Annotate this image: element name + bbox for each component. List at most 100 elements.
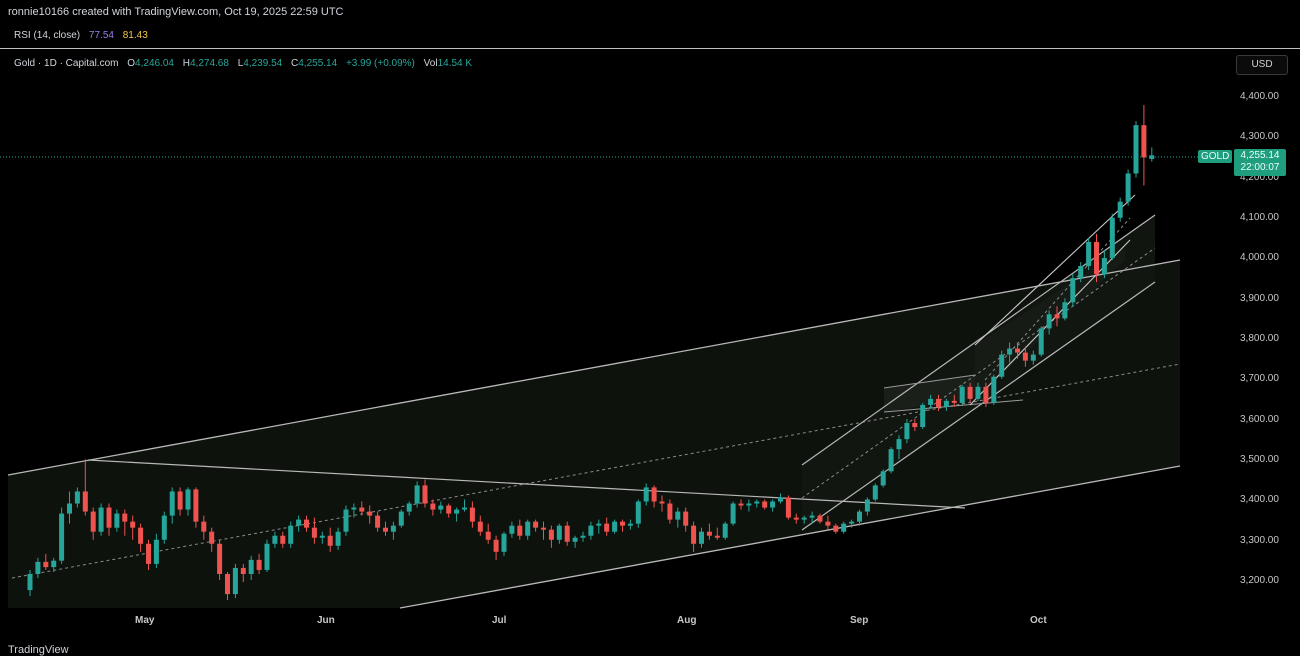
candle-up[interactable] (1125, 173, 1131, 202)
candle-down[interactable] (1054, 314, 1060, 319)
candle-down[interactable] (256, 559, 262, 570)
candle-down[interactable] (936, 398, 941, 407)
candle-down[interactable] (422, 485, 428, 504)
candle-up[interactable] (454, 509, 460, 514)
candle-down[interactable] (359, 507, 365, 512)
candle-down[interactable] (714, 535, 720, 538)
candle-up[interactable] (864, 499, 870, 512)
candle-down[interactable] (1141, 125, 1147, 158)
candle-up[interactable] (1149, 155, 1155, 159)
candle-up[interactable] (904, 423, 910, 440)
candle-up[interactable] (51, 560, 57, 568)
candle-up[interactable] (27, 573, 33, 591)
candle-up[interactable] (612, 521, 618, 532)
candle-down[interactable] (548, 529, 554, 540)
candle-up[interactable] (1109, 217, 1115, 258)
candle-down[interactable] (683, 511, 689, 526)
candle-down[interactable] (209, 531, 215, 544)
candle-down[interactable] (375, 515, 381, 528)
candle-up[interactable] (335, 531, 341, 546)
candle-down[interactable] (912, 423, 918, 428)
candle-up[interactable] (114, 513, 120, 528)
candle-up[interactable] (351, 507, 357, 510)
candle-up[interactable] (153, 539, 159, 564)
candle-up[interactable] (1117, 201, 1123, 218)
steep-lower-line[interactable] (801, 281, 1156, 531)
candle-up[interactable] (35, 561, 41, 574)
candle-up[interactable] (572, 537, 578, 542)
candle-down[interactable] (541, 527, 546, 530)
candle-down[interactable] (240, 567, 246, 574)
candle-down[interactable] (311, 527, 317, 538)
candle-up[interactable] (999, 354, 1005, 377)
candle-down[interactable] (217, 543, 223, 574)
candle-up[interactable] (920, 404, 926, 428)
candle-down[interactable] (106, 507, 112, 528)
candle-up[interactable] (59, 513, 65, 561)
flag-lower-line[interactable] (883, 399, 1024, 413)
candle-up[interactable] (74, 491, 80, 504)
candle-down[interactable] (446, 505, 452, 514)
candle-up[interactable] (398, 511, 404, 526)
candle-up[interactable] (1007, 348, 1013, 355)
candle-up[interactable] (264, 543, 270, 570)
candle-up[interactable] (462, 507, 467, 510)
candle-up[interactable] (1070, 278, 1076, 303)
candle-up[interactable] (1133, 125, 1139, 174)
candle-down[interactable] (738, 503, 744, 506)
candle-down[interactable] (280, 535, 286, 544)
candle-down[interactable] (517, 525, 523, 536)
candle-down[interactable] (122, 513, 128, 522)
candle-down[interactable] (201, 521, 207, 532)
candle-up[interactable] (1038, 328, 1044, 355)
candle-down[interactable] (138, 527, 144, 544)
candle-up[interactable] (596, 523, 602, 526)
candle-down[interactable] (367, 511, 373, 516)
candle-down[interactable] (825, 521, 831, 526)
candle-down[interactable] (43, 561, 49, 568)
candle-up[interactable] (730, 503, 736, 524)
candle-up[interactable] (288, 525, 294, 544)
candle-up[interactable] (414, 485, 420, 504)
candle-up[interactable] (627, 523, 633, 526)
candle-down[interactable] (833, 525, 839, 532)
candle-up[interactable] (67, 503, 72, 514)
candle-up[interactable] (841, 523, 847, 532)
candle-down[interactable] (82, 491, 88, 512)
rsi-legend[interactable]: RSI (14, close) 77.54 81.43 (14, 30, 148, 41)
candle-down[interactable] (327, 535, 333, 546)
candle-up[interactable] (296, 519, 302, 526)
steep-mid-line[interactable] (801, 247, 1156, 499)
candle-down[interactable] (193, 489, 199, 522)
candle-up[interactable] (778, 497, 783, 502)
candle-up[interactable] (580, 535, 586, 538)
candle-down[interactable] (1022, 352, 1028, 361)
candle-up[interactable] (770, 501, 776, 508)
candle-down[interactable] (383, 527, 388, 532)
candle-down[interactable] (691, 525, 697, 544)
candle-up[interactable] (319, 535, 325, 538)
candle-up[interactable] (1062, 302, 1068, 319)
candle-up[interactable] (928, 398, 934, 405)
candle-up[interactable] (1046, 314, 1052, 329)
candle-down[interactable] (667, 503, 673, 520)
candle-down[interactable] (817, 515, 823, 522)
candle-up[interactable] (872, 485, 878, 500)
candle-up[interactable] (272, 535, 278, 544)
candle-down[interactable] (785, 497, 791, 518)
candle-down[interactable] (533, 521, 539, 528)
candle-down[interactable] (477, 521, 483, 532)
candle-up[interactable] (849, 521, 855, 524)
candle-up[interactable] (588, 525, 594, 536)
candle-up[interactable] (509, 525, 515, 534)
candle-up[interactable] (248, 559, 254, 574)
candle-up[interactable] (343, 509, 349, 532)
candle-up[interactable] (390, 525, 396, 532)
candle-up[interactable] (991, 376, 997, 403)
candle-up[interactable] (438, 505, 444, 510)
candle-up[interactable] (1078, 266, 1084, 279)
candle-down[interactable] (469, 507, 475, 522)
candle-up[interactable] (1086, 241, 1092, 267)
channel-lower-line[interactable] (399, 465, 1181, 609)
